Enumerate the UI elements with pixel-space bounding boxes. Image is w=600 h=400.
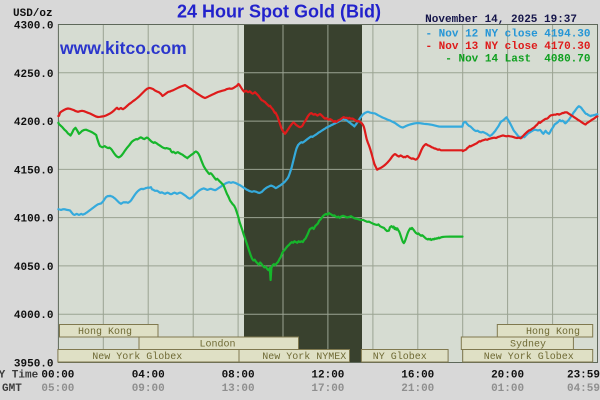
svg-text:08:00: 08:00 xyxy=(222,370,255,382)
svg-text:4200.0: 4200.0 xyxy=(14,117,54,129)
svg-text:New York Globex: New York Globex xyxy=(92,351,182,363)
svg-text:Sydney: Sydney xyxy=(510,339,546,351)
svg-text:4000.0: 4000.0 xyxy=(14,310,54,322)
svg-text:05:00: 05:00 xyxy=(41,383,74,395)
svg-text:09:00: 09:00 xyxy=(132,383,165,395)
svg-text:04:00: 04:00 xyxy=(132,370,165,382)
svg-text:- Nov 12 NY close 4194.30: - Nov 12 NY close 4194.30 xyxy=(425,29,590,41)
svg-text:Hong Kong: Hong Kong xyxy=(526,327,580,338)
svg-text:3950.0: 3950.0 xyxy=(14,359,54,371)
svg-text:London: London xyxy=(199,339,235,351)
svg-text:4300.0: 4300.0 xyxy=(14,21,54,33)
svg-text:4150.0: 4150.0 xyxy=(14,165,54,177)
svg-text:24 Hour Spot Gold (Bid): 24 Hour Spot Gold (Bid) xyxy=(177,2,381,22)
svg-text:13:00: 13:00 xyxy=(222,383,255,395)
svg-text:16:00: 16:00 xyxy=(401,370,434,382)
svg-text:www.kitco.com: www.kitco.com xyxy=(59,38,187,58)
svg-text:4050.0: 4050.0 xyxy=(14,262,54,274)
svg-text:NY Globex: NY Globex xyxy=(373,351,427,363)
svg-text:November 14, 2025 19:37: November 14, 2025 19:37 xyxy=(425,14,577,26)
svg-text:New York Globex: New York Globex xyxy=(484,351,574,363)
svg-text:04:59: 04:59 xyxy=(567,383,600,395)
svg-text:20:00: 20:00 xyxy=(491,370,524,382)
svg-text:- Nov 13 NY close 4170.30: - Nov 13 NY close 4170.30 xyxy=(425,41,590,53)
svg-text:17:00: 17:00 xyxy=(311,383,344,395)
svg-text:New York NYMEX: New York NYMEX xyxy=(262,351,346,363)
svg-text:4100.0: 4100.0 xyxy=(14,214,54,226)
svg-text:21:00: 21:00 xyxy=(401,383,434,395)
svg-text:23:59: 23:59 xyxy=(567,370,600,382)
svg-text:- Nov 14 Last 4080.70: - Nov 14 Last 4080.70 xyxy=(445,54,590,66)
svg-text:00:00: 00:00 xyxy=(41,370,74,382)
svg-text:NY Time: NY Time xyxy=(0,370,39,382)
svg-text:USD/oz: USD/oz xyxy=(13,8,53,20)
svg-text:12:00: 12:00 xyxy=(311,370,344,382)
svg-text:01:00: 01:00 xyxy=(491,383,524,395)
svg-text:Hong Kong: Hong Kong xyxy=(78,327,132,338)
svg-text:GMT: GMT xyxy=(2,383,22,395)
svg-text:4250.0: 4250.0 xyxy=(14,69,54,81)
